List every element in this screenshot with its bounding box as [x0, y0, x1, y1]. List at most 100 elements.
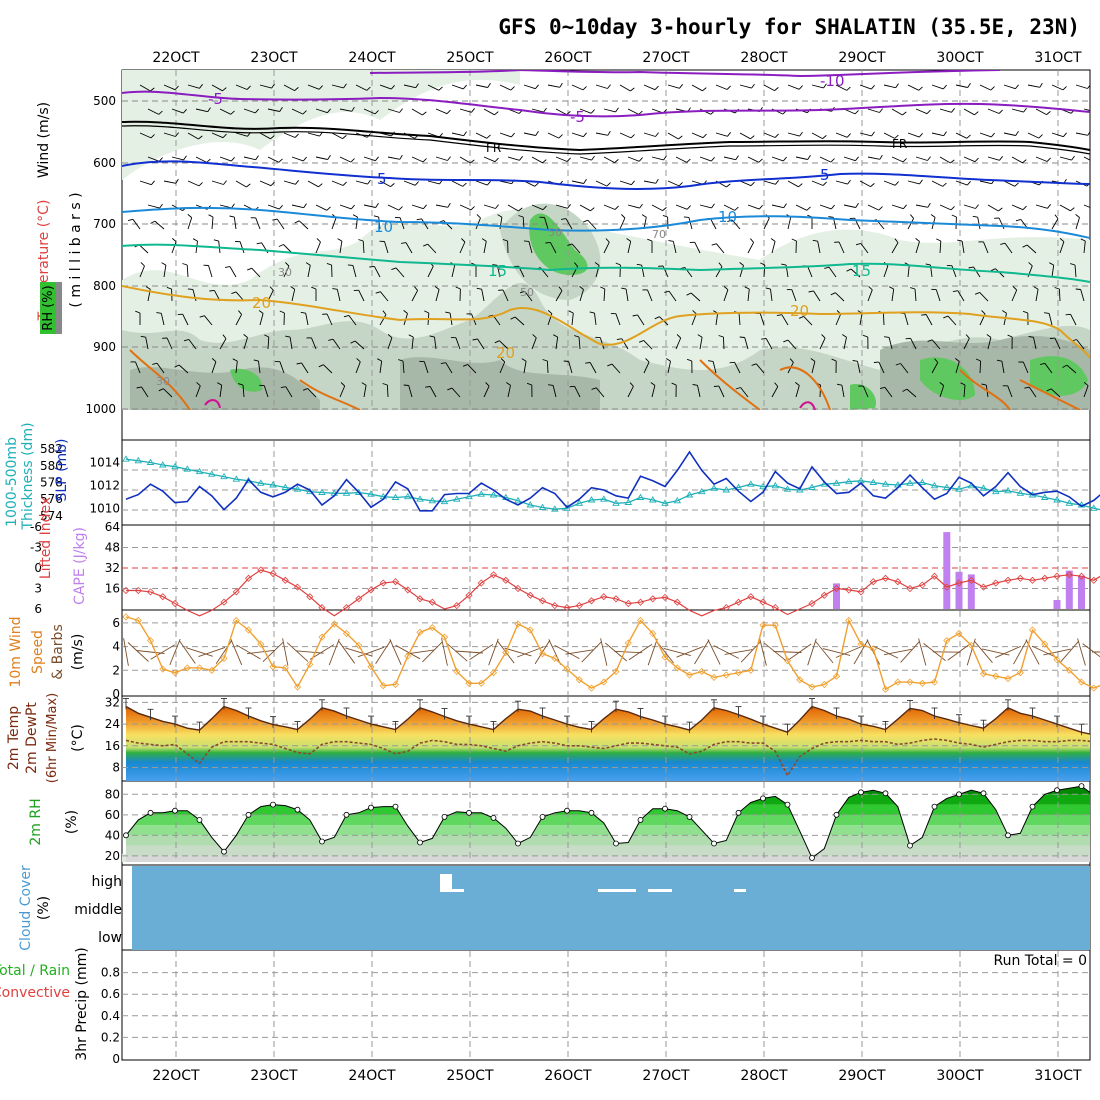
wind-barb-flag	[150, 220, 156, 224]
wind-barb-10m	[178, 640, 196, 664]
wind-barb-shaft	[955, 361, 960, 374]
rh-point	[245, 811, 252, 818]
wind-barb-10m	[724, 649, 753, 655]
wind-barb-shaft	[405, 242, 413, 254]
wind-speed-point	[612, 667, 620, 676]
wind-barb-flag	[172, 238, 177, 243]
wind-speed-point	[1016, 669, 1024, 677]
wind-barb-flag	[655, 178, 659, 184]
wind-barb-shaft	[547, 84, 560, 88]
temp-unit: (°C)	[70, 724, 86, 752]
wind-barb-10m	[215, 640, 233, 664]
wind-barb-flag	[209, 289, 215, 292]
wind-barb-shaft	[1083, 241, 1086, 254]
wind-barb-flag	[600, 286, 605, 290]
wind-barb-shaft	[1011, 156, 1023, 164]
wind-barb-shaft	[507, 156, 520, 161]
lifted-index-point	[979, 583, 988, 591]
precip-label-1: Total / Rain	[0, 963, 70, 979]
lifted-index-point	[514, 584, 522, 593]
rh-band	[126, 855, 1090, 862]
wind-barb-flag	[807, 155, 811, 160]
wind-barb-shaft	[139, 265, 145, 278]
lifted-index-point	[379, 579, 387, 587]
precip-panel-frame	[121, 949, 1091, 1061]
wind-barb-flag	[1062, 86, 1067, 91]
wind-barb-flag	[942, 182, 947, 187]
wind-barb-shaft	[883, 132, 895, 139]
rh-band	[126, 804, 1090, 815]
wind-barb-shaft	[475, 217, 481, 230]
wind-barb-flag	[1049, 262, 1054, 266]
wind-barb-flag	[438, 86, 443, 91]
wind-barb-flag	[366, 86, 371, 91]
cape-bars	[833, 532, 1085, 609]
wind-barb-shaft	[667, 132, 679, 140]
wind-speed-point	[930, 678, 939, 686]
label-m10: -10	[820, 72, 845, 90]
lifted-index-point	[159, 593, 167, 601]
wind-barb-shaft	[819, 156, 832, 163]
wind-barb-flag	[455, 286, 461, 290]
rh-region-green-4	[1030, 356, 1088, 396]
wind-barb-10m	[246, 649, 275, 655]
wind-barb-shaft	[907, 265, 910, 278]
wind-barb-shaft	[867, 289, 873, 302]
wind-barb-flag	[230, 110, 235, 115]
contour-plus25	[129, 349, 1081, 410]
lifted-index-point	[244, 574, 253, 582]
wind-barb-flag	[783, 339, 789, 343]
wind-barb-flag	[711, 203, 715, 209]
wind-barb-shaft	[1026, 244, 1037, 254]
wind-barb-shaft	[354, 340, 365, 350]
rh-point	[392, 803, 399, 810]
cloud-level-high: high	[91, 874, 122, 890]
wind-barb-flag	[798, 85, 803, 90]
thickness-point	[575, 499, 584, 506]
wind-barb-shaft	[939, 204, 952, 211]
wind-barb-flag	[182, 109, 187, 114]
wind-barb-shaft	[643, 180, 656, 184]
thickness-point	[1053, 496, 1061, 503]
wind-barb-shaft	[589, 362, 597, 374]
wind-barb-shaft	[603, 242, 610, 254]
wind-barb-flag	[294, 133, 299, 138]
wind-barb-shaft	[219, 108, 231, 115]
wind-barb-shaft	[843, 156, 856, 162]
wind-barb-flag	[902, 158, 907, 163]
wind-barb-flag	[340, 382, 346, 387]
wind-barb-10m	[375, 640, 392, 664]
wind-barb-shaft	[963, 156, 976, 163]
cloud-level-low: low	[98, 930, 122, 946]
wind-barb-shaft	[362, 240, 365, 254]
wind-barb-shaft	[147, 204, 160, 209]
wind-barb-shaft	[1027, 132, 1040, 139]
wind-barb-flag	[159, 203, 163, 209]
wind-speed-point	[698, 667, 706, 676]
wind-barb-flag	[607, 130, 611, 136]
wind-barb-flag	[775, 180, 779, 185]
cape-tick-label: 48	[105, 541, 120, 555]
thickness-point	[869, 478, 878, 485]
precip-tick-label: 0.6	[101, 987, 120, 1001]
wind-barb-flag	[296, 362, 302, 365]
label-p20c: 20	[496, 344, 515, 362]
wind-barb-flag	[332, 288, 338, 290]
wind-barb-flag	[518, 215, 524, 218]
wind-barb-10m	[262, 641, 284, 663]
lifted-index-point	[930, 572, 939, 580]
lifted-index-point	[146, 588, 155, 596]
label-p15b: 15	[852, 262, 871, 280]
wind-barb-shaft	[459, 156, 471, 164]
thickness-point	[281, 483, 290, 490]
wind-barb-flag	[403, 310, 408, 314]
wind-barb-flag	[447, 387, 453, 391]
label-p10b: 10	[718, 208, 737, 226]
wind-barb-flag	[1080, 238, 1086, 242]
wind-barb-flag	[998, 207, 1003, 212]
rh-point	[662, 805, 668, 812]
wind-barb-flag	[285, 335, 291, 338]
wind-barb-flag	[927, 156, 931, 161]
label-p15a: 15	[488, 262, 507, 280]
wind-barb-shaft	[544, 217, 549, 230]
